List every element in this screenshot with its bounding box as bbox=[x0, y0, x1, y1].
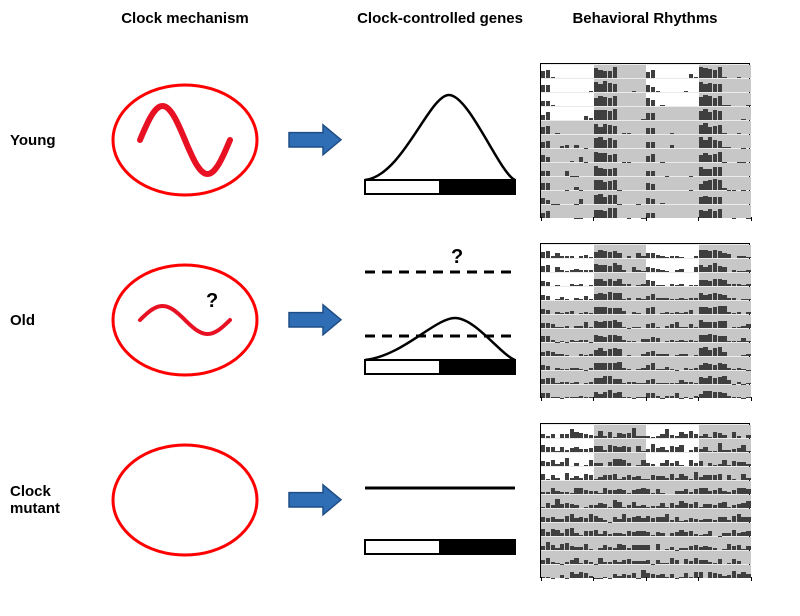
arrow-young bbox=[280, 50, 350, 230]
actogram-mutant bbox=[540, 423, 750, 578]
actogram-young bbox=[540, 63, 750, 218]
ccg-mutant bbox=[355, 430, 525, 570]
question-mark: ? bbox=[206, 290, 218, 313]
ccg-old: ? bbox=[355, 250, 525, 390]
arrow-mutant bbox=[280, 410, 350, 590]
oval-old: ? bbox=[110, 260, 260, 380]
header-clock-mechanism: Clock mechanism bbox=[121, 10, 249, 27]
ccg-young bbox=[355, 70, 525, 210]
row-label-mutant: Clock mutant bbox=[10, 483, 60, 517]
actogram-old bbox=[540, 243, 750, 398]
row-label-young: Young bbox=[10, 132, 56, 149]
row-label-old: Old bbox=[10, 312, 35, 329]
header-behavior: Behavioral Rhythms bbox=[572, 10, 717, 27]
question-mark: ? bbox=[451, 246, 463, 269]
oval-young bbox=[110, 80, 260, 200]
arrow-old bbox=[280, 230, 350, 410]
header-ccg: Clock-controlled genes bbox=[357, 10, 523, 27]
oval-mutant bbox=[110, 440, 260, 560]
